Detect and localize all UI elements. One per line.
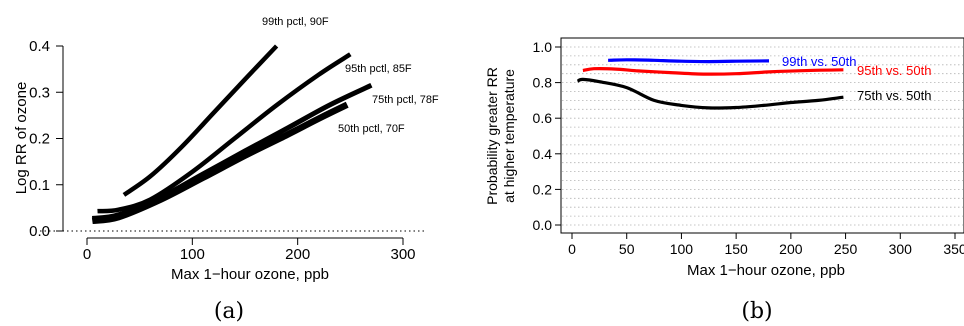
legend-label-95th-pctl: 95th pctl, 85F bbox=[345, 63, 412, 75]
panel-a-x-axis-title: Max 1−hour ozone, ppb bbox=[171, 266, 329, 283]
panel-a-x-tick-label: 300 bbox=[390, 246, 415, 263]
legend-label-99th-pctl: 99th pctl, 90F bbox=[262, 16, 329, 28]
panel-a-x-tick-label: 200 bbox=[285, 246, 310, 263]
panel-b-x-tick-label: 150 bbox=[724, 241, 748, 257]
panel-b-y-axis-title-line-1: Probability greater RR bbox=[484, 67, 500, 205]
legend-label-99th-vs-50th: 99th vs. 50th bbox=[782, 54, 856, 69]
panel-a-y-tick-label: 0.4 bbox=[29, 38, 50, 55]
line-75th-pctl-78f bbox=[91, 83, 373, 221]
panel-b-x-tick-label: 50 bbox=[619, 241, 635, 257]
panel-a-x-tick-label: 100 bbox=[180, 246, 205, 263]
panel-b-caption: (b) bbox=[741, 299, 772, 324]
panel-a-y-tick-label: 0.0 bbox=[29, 223, 50, 240]
panel-a-y-tick-label: 0.3 bbox=[29, 84, 50, 101]
panel-b-y-axis-title-line-2: at higher temperature bbox=[501, 69, 517, 203]
legend-label-75th-vs-50th: 75th vs. 50th bbox=[857, 88, 931, 103]
line-95th-pctl-85f bbox=[97, 52, 352, 214]
panel-b-x-tick-label: 200 bbox=[779, 241, 803, 257]
panel-a-caption: (a) bbox=[214, 299, 244, 324]
panel-b-axes: 0.0 0.2 0.4 0.6 0.8 1.0 0 50 100 150 200 250 300 350 bbox=[533, 39, 964, 257]
line-95th-vs-50th bbox=[582, 67, 844, 76]
line-99th-vs-50th bbox=[608, 58, 770, 64]
panel-b-y-tick-label: 1.0 bbox=[533, 39, 553, 55]
panel-b-plot-frame bbox=[560, 37, 964, 234]
panel-b-y-tick-label: 0.4 bbox=[533, 146, 553, 162]
panel-b-x-tick-label: 250 bbox=[834, 241, 858, 257]
panel-a-y-axis-title: Log RR of ozone bbox=[13, 82, 30, 195]
line-99th-pctl-90f bbox=[122, 44, 279, 197]
panel-b-y-tick-label: 0.6 bbox=[533, 110, 553, 126]
panel-a-axes: 0.0 0.1 0.2 0.3 0.4 0 100 200 300 bbox=[29, 38, 415, 263]
panel-b-x-tick-label: 100 bbox=[670, 241, 694, 257]
panel-b-x-tick-label: 0 bbox=[568, 241, 576, 257]
panel-a-y-tick-label: 0.2 bbox=[29, 131, 50, 148]
legend-label-75th-pctl: 75th pctl, 78F bbox=[372, 94, 439, 106]
panel-b-y-tick-label: 0.8 bbox=[533, 75, 553, 91]
panel-a-y-tick-label: 0.1 bbox=[29, 177, 50, 194]
panel-b-lines bbox=[576, 58, 844, 110]
panel-a-x-tick-label: 0 bbox=[83, 246, 91, 263]
line-75th-vs-50th bbox=[576, 77, 844, 110]
legend-label-95th-vs-50th: 95th vs. 50th bbox=[857, 63, 931, 78]
panel-a-lines bbox=[91, 44, 373, 225]
panel-b-y-tick-label: 0.2 bbox=[533, 181, 553, 197]
panel-b-x-tick-label: 300 bbox=[889, 241, 913, 257]
panel-b-gridlines bbox=[562, 46, 963, 226]
line-50th-pctl-70f bbox=[91, 101, 349, 225]
panel-b: 0.00.20.40.60.81.00 50 100 150 200 250 300 350 … bbox=[484, 37, 964, 324]
legend-label-50th-pctl: 50th pctl, 70F bbox=[338, 123, 405, 135]
panel-b-x-axis-title: Max 1−hour ozone, ppb bbox=[687, 262, 845, 279]
panel-a: 0.0 0.1 0.2 0.3 0.4 0 100 200 300 Max 1−hour ozo… bbox=[13, 16, 439, 324]
panel-b-y-tick-label: 0.0 bbox=[533, 217, 553, 233]
panel-b-x-tick-label: 350 bbox=[943, 241, 964, 257]
